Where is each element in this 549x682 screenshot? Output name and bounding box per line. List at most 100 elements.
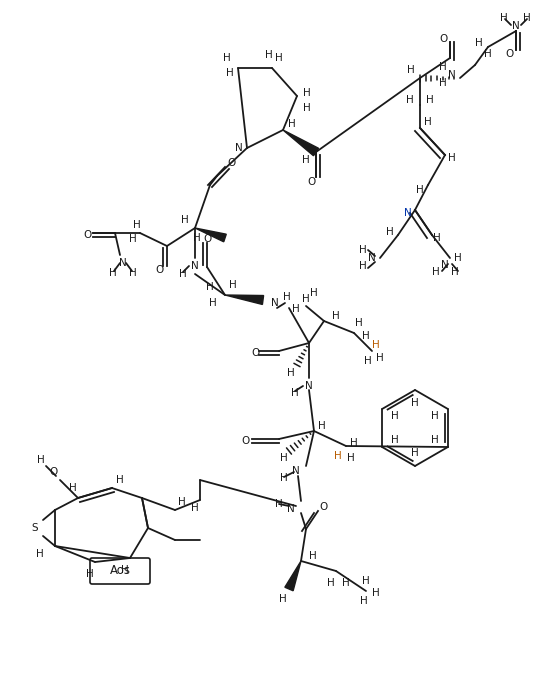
Text: H: H: [318, 421, 326, 431]
Text: H: H: [129, 234, 137, 244]
Polygon shape: [225, 295, 264, 304]
FancyBboxPatch shape: [90, 558, 150, 584]
Text: H: H: [407, 65, 415, 75]
Text: H: H: [179, 269, 187, 279]
Text: H: H: [178, 497, 186, 507]
Text: H: H: [229, 280, 237, 290]
Text: H: H: [372, 340, 380, 350]
Text: H: H: [302, 294, 310, 304]
Text: H: H: [406, 95, 414, 105]
Text: O: O: [307, 177, 315, 187]
Text: H: H: [362, 576, 370, 586]
Text: H: H: [347, 453, 355, 463]
Text: O: O: [203, 234, 211, 244]
Text: H: H: [391, 435, 399, 445]
Text: H: H: [287, 368, 295, 378]
Text: H: H: [355, 318, 363, 328]
Text: H: H: [386, 227, 394, 237]
Text: H: H: [451, 267, 459, 277]
Text: N: N: [119, 258, 127, 268]
Text: H: H: [86, 569, 94, 579]
Text: O: O: [505, 49, 513, 59]
Text: H: H: [303, 103, 311, 113]
Text: H: H: [133, 220, 141, 230]
Text: H: H: [279, 594, 287, 604]
Text: N: N: [235, 143, 243, 153]
Text: H: H: [265, 50, 273, 60]
Text: Aos: Aos: [109, 565, 131, 578]
Text: H: H: [454, 253, 462, 263]
Text: H: H: [424, 117, 432, 127]
Text: O: O: [83, 230, 91, 240]
Text: N: N: [448, 70, 456, 80]
Text: H: H: [280, 473, 288, 483]
Text: H: H: [310, 288, 318, 298]
Text: H: H: [191, 503, 199, 513]
Text: N: N: [271, 298, 279, 308]
Text: O: O: [49, 467, 57, 477]
Text: H: H: [193, 233, 201, 243]
Text: H: H: [309, 551, 317, 561]
Text: O: O: [155, 265, 163, 275]
Text: H: H: [431, 435, 439, 445]
Text: H: H: [359, 261, 367, 271]
Text: H: H: [275, 499, 283, 509]
Text: H: H: [302, 155, 310, 165]
Text: H: H: [426, 95, 434, 105]
Text: H: H: [416, 185, 424, 195]
Text: N: N: [292, 466, 300, 476]
Text: N: N: [512, 21, 520, 31]
Text: H: H: [376, 353, 384, 363]
Polygon shape: [283, 130, 318, 155]
Text: N: N: [368, 253, 376, 263]
Text: H: H: [439, 62, 447, 72]
Text: H: H: [364, 356, 372, 366]
Text: O: O: [228, 158, 236, 168]
Text: H: H: [292, 304, 300, 314]
Text: N: N: [287, 504, 295, 514]
Text: N: N: [441, 260, 449, 270]
Text: H: H: [288, 119, 296, 129]
Text: N: N: [191, 261, 199, 271]
Text: H: H: [523, 13, 531, 23]
Text: H: H: [500, 13, 508, 23]
Text: H: H: [431, 411, 439, 421]
Text: H: H: [411, 448, 419, 458]
Text: O: O: [242, 436, 250, 446]
Text: H: H: [36, 549, 44, 559]
Text: H: H: [206, 282, 214, 292]
Text: H: H: [332, 311, 340, 321]
Text: H: H: [372, 588, 380, 598]
Text: H: H: [209, 298, 217, 308]
Text: N: N: [404, 208, 412, 218]
Text: H: H: [350, 438, 358, 448]
Text: H: H: [475, 38, 483, 48]
Text: H: H: [116, 475, 124, 485]
Text: O: O: [440, 34, 448, 44]
Text: H: H: [359, 245, 367, 255]
Polygon shape: [285, 561, 301, 591]
Text: N: N: [305, 381, 313, 391]
Text: H: H: [334, 451, 342, 461]
Text: H: H: [432, 267, 440, 277]
Text: H: H: [283, 292, 291, 302]
Text: H: H: [109, 268, 117, 278]
Text: H: H: [226, 68, 234, 78]
Text: H: H: [223, 53, 231, 63]
Text: H: H: [37, 455, 45, 465]
Text: H: H: [360, 596, 368, 606]
Text: H: H: [303, 88, 311, 98]
Text: H: H: [129, 268, 137, 278]
Text: S: S: [32, 523, 38, 533]
Text: H: H: [362, 331, 370, 341]
Text: H: H: [433, 233, 441, 243]
Text: H: H: [275, 53, 283, 63]
Text: H: H: [327, 578, 335, 588]
Text: H: H: [439, 78, 447, 88]
Text: H: H: [411, 398, 419, 408]
Text: H: H: [484, 49, 492, 59]
Text: H: H: [280, 453, 288, 463]
Text: H: H: [342, 578, 350, 588]
Text: O: O: [251, 348, 259, 358]
Text: H: H: [69, 483, 77, 493]
